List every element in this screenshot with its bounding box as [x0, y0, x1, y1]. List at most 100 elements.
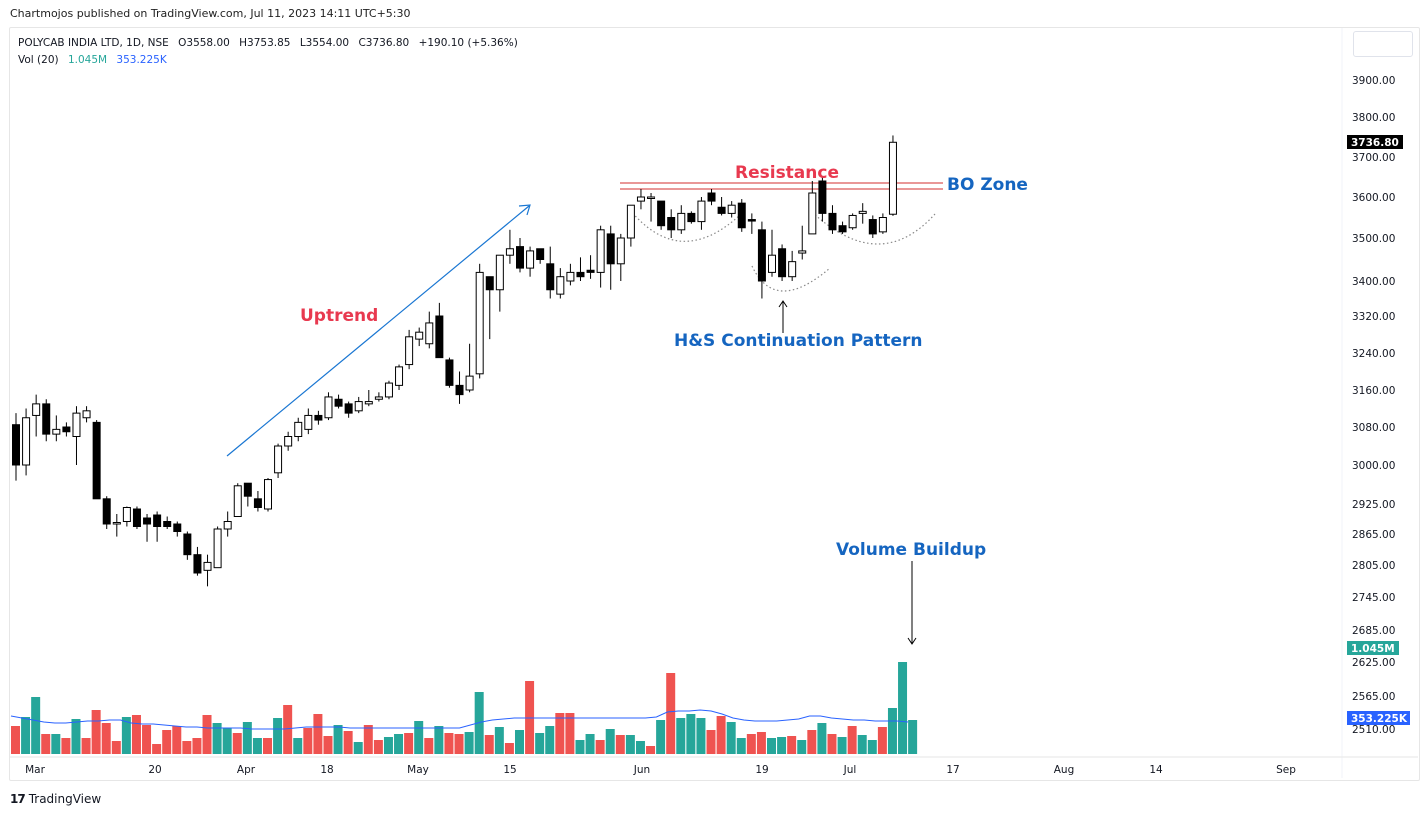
bo-zone-label[interactable]: BO Zone [947, 175, 1028, 195]
candle-up [878, 217, 887, 233]
time-tick-label: 14 [1149, 764, 1163, 776]
candle-up [888, 141, 897, 215]
volume-bar [454, 734, 464, 754]
candle-down [778, 248, 787, 278]
volume-bar [656, 720, 666, 754]
candle-up [616, 237, 625, 265]
candle-down [253, 498, 262, 508]
volume-bars [10, 662, 918, 754]
candle-down [536, 248, 545, 260]
volume-bar [343, 731, 353, 754]
candle-up [505, 248, 514, 256]
candle-up [788, 261, 797, 278]
price-tick-label: 3700.00 [1352, 152, 1395, 164]
volume-row: Vol (20) 1.045M 353.225K [18, 52, 524, 69]
candle-up [122, 507, 131, 522]
arrow-up-icon [778, 300, 788, 308]
volume-bar [696, 718, 706, 754]
head-arc [751, 265, 831, 292]
candle-down [838, 225, 847, 233]
change-value: +190.10 (+5.36%) [418, 37, 518, 49]
volume-bar [817, 723, 827, 754]
time-tick-label: Aug [1054, 764, 1075, 776]
volume-bar [797, 740, 807, 754]
volume-buildup-label[interactable]: Volume Buildup [836, 540, 986, 560]
volume-bar [444, 733, 454, 754]
volume-bar [61, 738, 71, 754]
volume-bar [394, 734, 404, 754]
volume-indicator-label[interactable]: Vol (20) [18, 54, 59, 66]
candle-up [727, 204, 736, 214]
price-tick-label: 2805.00 [1352, 560, 1395, 572]
candle-up [304, 414, 313, 430]
scale-settings-box[interactable] [1353, 31, 1413, 57]
time-tick-label: 18 [320, 764, 333, 776]
volume-bar [142, 725, 152, 754]
time-tick-label: May [407, 764, 429, 776]
candle-up [395, 366, 404, 386]
volume-bar [242, 722, 252, 754]
price-tick-label: 3320.00 [1352, 311, 1395, 323]
volume-bar [867, 740, 877, 754]
price-axis[interactable]: 3900.00 3800.00 3700.00 3600.00 3500.00 3400.… [1341, 28, 1395, 778]
candle-up [647, 196, 656, 199]
volume-bar [615, 735, 625, 754]
price-tick-label: 2565.00 [1352, 691, 1395, 703]
volume-bar [484, 735, 494, 754]
volume-bar [777, 737, 787, 754]
volume-ma-line [10, 709, 909, 730]
chart-pane[interactable] [9, 27, 1420, 781]
symbol-label[interactable]: POLYCAB INDIA LTD, 1D, NSE [18, 37, 169, 49]
candle-up [32, 403, 41, 416]
candle-up [556, 276, 565, 295]
volume-bar [51, 734, 61, 754]
candle-up [203, 561, 212, 571]
candle-up [526, 250, 535, 269]
candle-up [636, 196, 645, 202]
volume-bar [131, 715, 141, 754]
tradingview-logo[interactable]: 17 TradingView [10, 792, 101, 806]
candle-up [768, 254, 776, 273]
volume-bar [152, 744, 162, 754]
resistance-label[interactable]: Resistance [735, 163, 839, 183]
volume-bar [756, 732, 766, 754]
price-tick-label: 3240.00 [1352, 348, 1395, 360]
candle-up [233, 485, 242, 517]
volume-bar [827, 734, 837, 754]
arrow-down-icon [907, 637, 917, 645]
volume-bar [504, 743, 514, 754]
close-value: C3736.80 [358, 37, 410, 49]
axis-badges: 3736.80 1.045M 353.225K [1347, 135, 1410, 725]
price-tick-label: 2625.00 [1352, 657, 1395, 669]
ohlc-row: POLYCAB INDIA LTD, 1D, NSE O3558.00 H375… [18, 35, 524, 52]
candle-up [384, 382, 393, 398]
open-value: O3558.00 [178, 37, 230, 49]
hs-pattern-label[interactable]: H&S Continuation Pattern [674, 331, 923, 351]
last-price-badge-text: 3736.80 [1351, 137, 1399, 149]
candle-down [243, 482, 252, 497]
candle-down [576, 271, 585, 278]
volume-bar [404, 733, 414, 754]
volume-bar [71, 719, 81, 754]
uptrend-trendline[interactable] [226, 205, 530, 457]
price-tick-label: 3500.00 [1352, 233, 1395, 245]
time-axis[interactable]: Mar 20 Apr 18 May 15 Jun 19 Jul 17 Aug 14 Sep [10, 756, 1418, 776]
candle-down [657, 200, 666, 227]
volume-bar [192, 738, 202, 754]
price-tick-label: 3800.00 [1352, 112, 1395, 124]
time-tick-label: Jun [633, 764, 650, 776]
uptrend-label[interactable]: Uptrend [300, 306, 378, 326]
candle-down [667, 217, 676, 231]
volume-bar [101, 723, 111, 754]
candle-down [314, 414, 323, 421]
candle-down [485, 276, 494, 291]
volume-ma-badge [1347, 711, 1410, 725]
volume-bar [706, 730, 716, 754]
volume-bar [323, 736, 333, 754]
volume-bar [595, 740, 605, 754]
volume-bar [908, 720, 918, 754]
price-tick-label: 3160.00 [1352, 385, 1395, 397]
volume-bar [424, 738, 434, 754]
volume-value: 1.045M [67, 54, 108, 66]
